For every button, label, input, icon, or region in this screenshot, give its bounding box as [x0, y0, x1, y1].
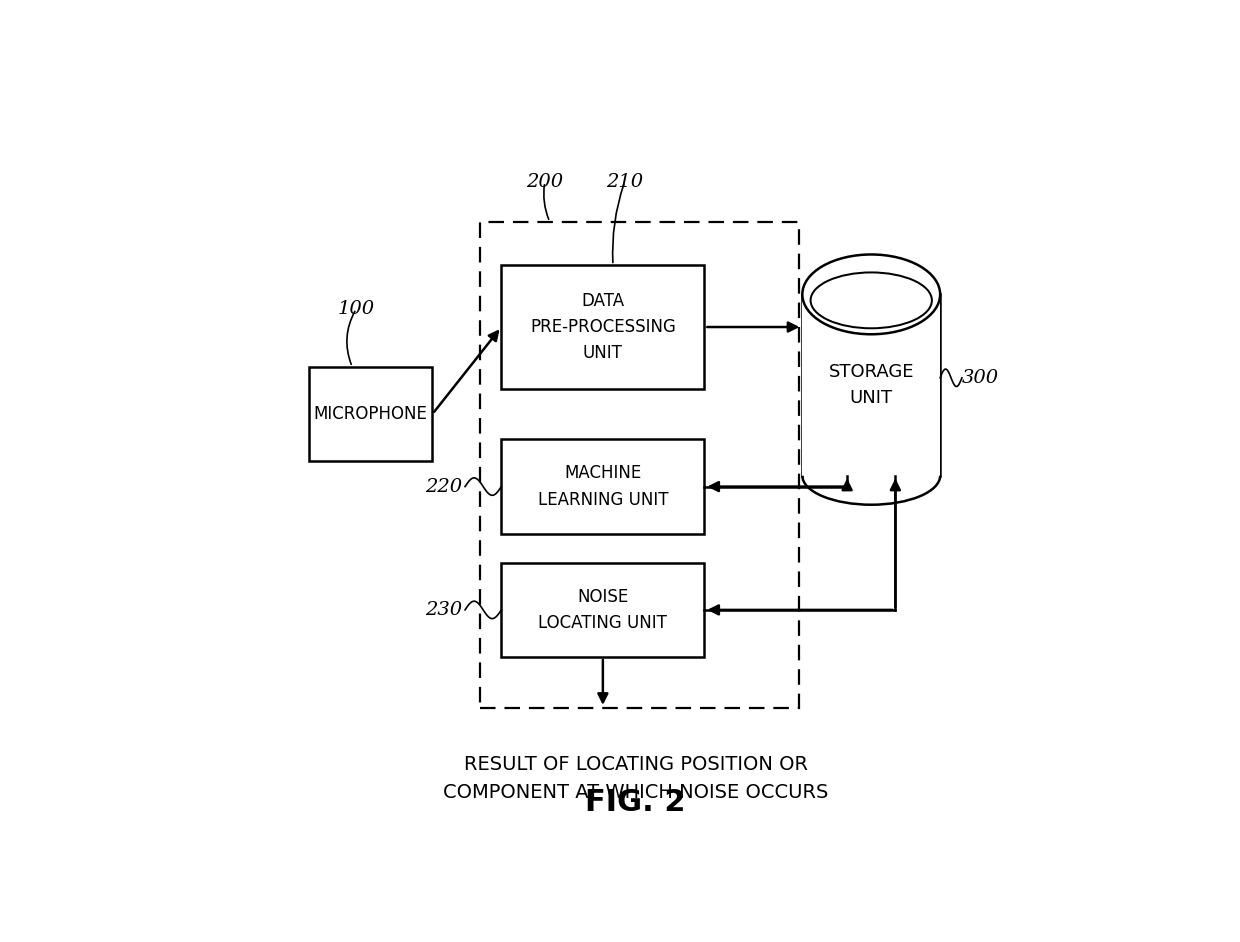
Text: 100: 100 — [337, 300, 374, 317]
Bar — [802, 294, 940, 476]
Text: 230: 230 — [425, 601, 461, 619]
Text: 300: 300 — [961, 368, 998, 387]
Ellipse shape — [802, 254, 940, 334]
Text: STORAGE
UNIT: STORAGE UNIT — [828, 363, 914, 407]
Text: MICROPHONE: MICROPHONE — [314, 405, 428, 423]
FancyBboxPatch shape — [501, 562, 704, 658]
Text: DATA
PRE-PROCESSING
UNIT: DATA PRE-PROCESSING UNIT — [529, 292, 676, 363]
Text: 220: 220 — [425, 478, 461, 495]
Text: 210: 210 — [606, 173, 644, 191]
FancyBboxPatch shape — [501, 439, 704, 534]
FancyBboxPatch shape — [501, 266, 704, 389]
Text: RESULT OF LOCATING POSITION OR
COMPONENT AT WHICH NOISE OCCURS: RESULT OF LOCATING POSITION OR COMPONENT… — [443, 755, 828, 802]
Text: 200: 200 — [526, 173, 563, 191]
Text: FIG. 2: FIG. 2 — [585, 788, 686, 817]
Text: NOISE
LOCATING UNIT: NOISE LOCATING UNIT — [538, 588, 667, 632]
FancyBboxPatch shape — [309, 366, 433, 462]
Text: MACHINE
LEARNING UNIT: MACHINE LEARNING UNIT — [538, 464, 668, 509]
